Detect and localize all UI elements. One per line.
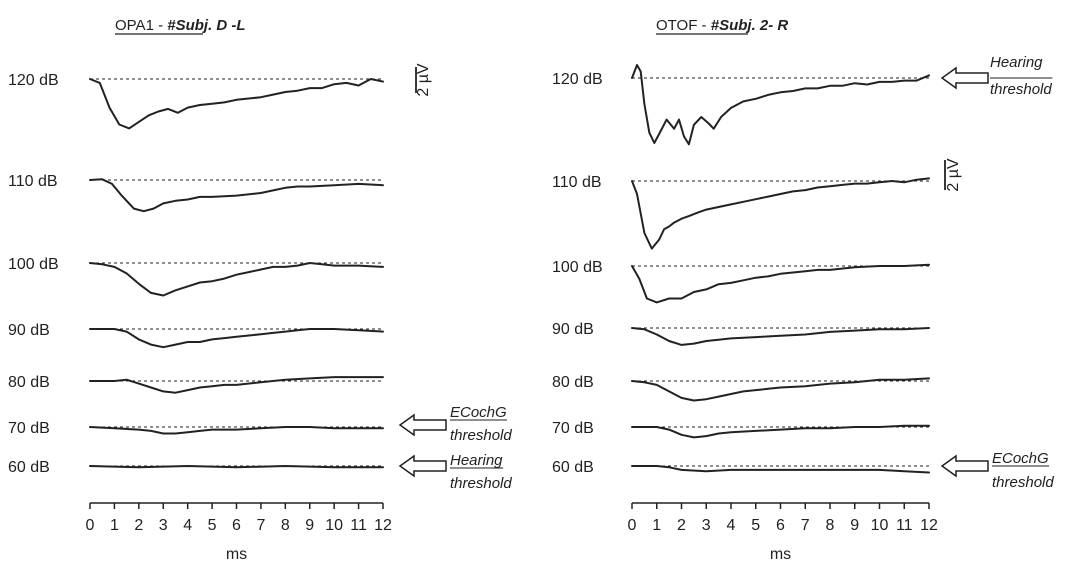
trace-90dB — [89, 328, 384, 349]
trace-120dB — [631, 64, 930, 146]
level-label: 70 dB — [8, 420, 50, 437]
x-tick-label: 10 — [325, 517, 343, 534]
arrow-icon — [398, 413, 447, 437]
x-tick-label: 0 — [86, 517, 95, 534]
trace-110dB — [631, 177, 930, 250]
x-tick-label: 6 — [776, 517, 785, 534]
chart-title-gene: OTOF - — [656, 17, 707, 34]
trace-100dB — [631, 263, 930, 304]
chart-title-gene: OPA1 - — [115, 17, 163, 34]
x-tick-label: 8 — [281, 517, 290, 534]
x-tick-label: 0 — [628, 517, 637, 534]
annotation-top: Hearing — [990, 54, 1043, 71]
trace-70dB — [631, 424, 930, 439]
trace-70dB — [89, 426, 384, 435]
x-tick-label: 12 — [374, 517, 392, 534]
level-label: 100 dB — [552, 259, 603, 276]
arrow-icon — [940, 454, 989, 478]
arrow-icon — [940, 66, 989, 90]
x-tick-label: 10 — [871, 517, 889, 534]
annotation-bottom: threshold — [450, 427, 512, 444]
trace-90dB — [631, 327, 930, 346]
x-tick-label: 7 — [801, 517, 810, 534]
x-tick-label: 8 — [826, 517, 835, 534]
x-tick-label: 6 — [232, 517, 241, 534]
x-axis-label: ms — [770, 546, 791, 563]
trace-80dB — [89, 376, 384, 394]
scale-bar-label: 2 µV — [945, 158, 962, 192]
x-tick-label: 2 — [134, 517, 143, 534]
x-tick-label: 3 — [159, 517, 168, 534]
trace-120dB — [89, 78, 384, 130]
level-label: 110 dB — [552, 174, 602, 191]
arrow-icon — [398, 454, 447, 478]
trace-60dB — [89, 465, 384, 469]
scale-bar-label: 2 µV — [415, 63, 432, 97]
level-label: 70 dB — [552, 420, 594, 437]
level-label: 90 dB — [8, 322, 50, 339]
level-label: 120 dB — [552, 71, 603, 88]
trace-100dB — [89, 262, 384, 297]
x-axis-label: ms — [226, 546, 247, 563]
x-tick-label: 2 — [677, 517, 686, 534]
annotation-bottom: threshold — [992, 474, 1054, 491]
x-tick-label: 7 — [256, 517, 265, 534]
x-tick-label: 11 — [350, 517, 367, 534]
chart-title-subject: #Subj. 2- R — [707, 17, 789, 34]
x-tick-label: 1 — [652, 517, 661, 534]
level-label: 80 dB — [552, 374, 594, 391]
trace-80dB — [631, 377, 930, 402]
x-tick-label: 3 — [702, 517, 711, 534]
annotation-top: ECochG — [992, 450, 1049, 467]
level-label: 90 dB — [552, 321, 594, 338]
x-tick-label: 9 — [850, 517, 859, 534]
chart-title: OPA1 - #Subj. D -L — [115, 17, 246, 34]
x-tick-label: 1 — [110, 517, 119, 534]
x-tick-label: 5 — [208, 517, 217, 534]
annotation-bottom: threshold — [990, 81, 1052, 98]
trace-110dB — [89, 178, 384, 213]
x-tick-label: 9 — [305, 517, 314, 534]
x-tick-label: 12 — [920, 517, 938, 534]
panel-opa1: OPA1 - #Subj. D -L 120 dB 110 dB 100 dB 90 d… — [8, 17, 512, 563]
level-label: 60 dB — [552, 459, 594, 476]
chart-title: OTOF - #Subj. 2- R — [656, 17, 788, 34]
panel-otof: OTOF - #Subj. 2- R 120 dB 110 dB 100 dB 90 d… — [552, 17, 1054, 563]
annotation-top: ECochG — [450, 404, 507, 421]
level-label: 80 dB — [8, 374, 50, 391]
annotation-bottom: threshold — [450, 475, 512, 492]
x-tick-label: 5 — [751, 517, 760, 534]
level-label: 110 dB — [8, 173, 58, 190]
level-label: 120 dB — [8, 72, 59, 89]
x-tick-label: 4 — [183, 517, 192, 534]
trace-60dB — [631, 465, 930, 474]
annotation-top: Hearing — [450, 452, 503, 469]
x-tick-label: 11 — [896, 517, 913, 534]
chart-title-subject: #Subj. D -L — [163, 17, 246, 34]
x-tick-label: 4 — [727, 517, 736, 534]
level-label: 100 dB — [8, 256, 59, 273]
level-label: 60 dB — [8, 459, 50, 476]
